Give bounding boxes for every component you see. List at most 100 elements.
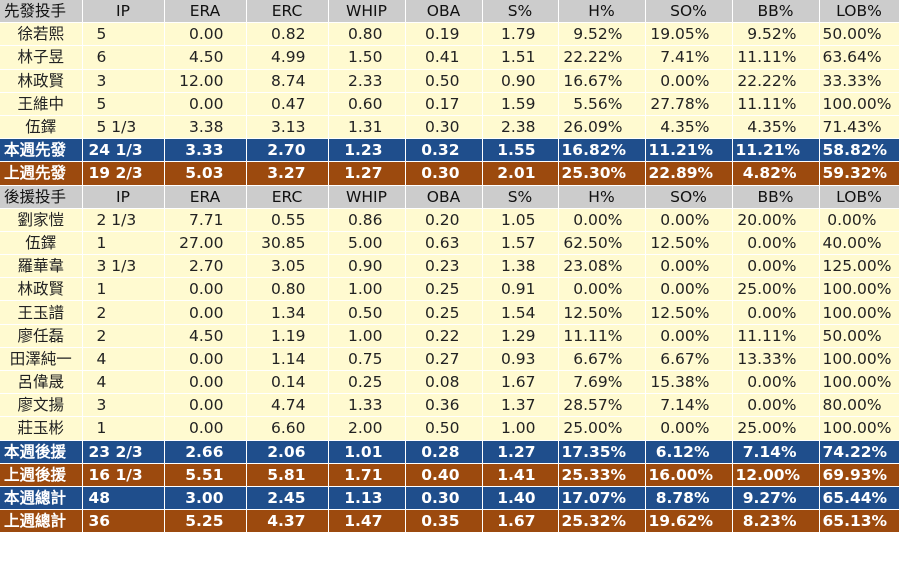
stat-so-pct: 0.00% xyxy=(645,254,733,279)
stat-erc: 3.27 xyxy=(246,161,329,186)
stat-era: 0.00 xyxy=(164,22,247,47)
stat-ip: 48 xyxy=(82,486,165,511)
stat-h-pct: 16.82% xyxy=(558,138,646,163)
table-row: 王維中 5 0.00 0.47 0.60 0.17 1.59 5.56% 27.78% 11.11… xyxy=(0,92,900,116)
section-header-row: 先發投手 IP ERA ERC WHIP OBA S% H% SO% BB% LOB% xyxy=(0,0,900,24)
stat-bb-pct: 0.00% xyxy=(732,393,820,418)
stat-era: 12.00 xyxy=(164,69,247,93)
stat-s-pct: 2.38 xyxy=(482,115,559,140)
stat-bb-pct: 0.00% xyxy=(732,370,820,395)
section-title: 先發投手 xyxy=(0,0,83,24)
stat-lob-pct: 71.43% xyxy=(819,115,900,140)
stat-erc: 1.19 xyxy=(246,324,329,348)
summary-label: 上週後援 xyxy=(0,463,83,487)
stat-erc: 0.47 xyxy=(246,92,329,116)
stat-erc: 4.37 xyxy=(246,509,329,534)
stat-oba: 0.28 xyxy=(405,440,483,464)
stat-whip: 1.00 xyxy=(328,324,406,348)
stat-h-pct: 16.67% xyxy=(558,69,646,93)
section-title: 後援投手 xyxy=(0,185,83,209)
stat-whip: 1.00 xyxy=(328,277,406,302)
stat-h-pct: 26.09% xyxy=(558,115,646,140)
player-name: 林子昱 xyxy=(0,45,83,70)
stat-s-pct: 1.67 xyxy=(482,370,559,395)
stat-lob-pct: 65.44% xyxy=(819,486,900,511)
summary-label: 本週後援 xyxy=(0,440,83,464)
stat-ip: 1 xyxy=(82,277,165,302)
stat-erc: 6.60 xyxy=(246,416,329,441)
stat-oba: 0.27 xyxy=(405,347,483,372)
section-header-row: 後援投手 IP ERA ERC WHIP OBA S% H% SO% BB% LOB% xyxy=(0,185,900,209)
stat-so-pct: 0.00% xyxy=(645,277,733,302)
summary-label: 本週總計 xyxy=(0,486,83,511)
stat-era: 3.38 xyxy=(164,115,247,140)
stat-ip: 2 1/3 xyxy=(82,208,165,232)
stat-bb-pct: 9.52% xyxy=(732,22,820,47)
column-header-s-pct: S% xyxy=(482,185,559,209)
stat-oba: 0.23 xyxy=(405,254,483,279)
stat-lob-pct: 59.32% xyxy=(819,161,900,186)
stat-era: 2.66 xyxy=(164,440,247,464)
stat-s-pct: 1.38 xyxy=(482,254,559,279)
stat-era: 0.00 xyxy=(164,393,247,418)
column-header-oba: OBA xyxy=(405,185,483,209)
stat-bb-pct: 4.82% xyxy=(732,161,820,186)
table-row: 呂偉晟 4 0.00 0.14 0.25 0.08 1.67 7.69% 15.38% 0.00%… xyxy=(0,370,900,395)
stat-ip: 2 xyxy=(82,324,165,348)
stat-whip: 1.13 xyxy=(328,486,406,511)
stat-bb-pct: 25.00% xyxy=(732,277,820,302)
table-row: 林政賢 3 12.00 8.74 2.33 0.50 0.90 16.67% 0.00% 22.2… xyxy=(0,69,900,93)
column-header-erc: ERC xyxy=(246,185,329,209)
stat-whip: 1.31 xyxy=(328,115,406,140)
stat-so-pct: 16.00% xyxy=(645,463,733,487)
stat-ip: 5 1/3 xyxy=(82,115,165,140)
summary-row: 上週總計 36 5.25 4.37 1.47 0.35 1.67 25.32% 19.62% 8.… xyxy=(0,509,900,534)
stat-oba: 0.25 xyxy=(405,300,483,325)
stat-whip: 1.71 xyxy=(328,463,406,487)
stat-erc: 1.34 xyxy=(246,300,329,325)
column-header-oba: OBA xyxy=(405,0,483,24)
table-row: 廖任磊 2 4.50 1.19 1.00 0.22 1.29 11.11% 0.00% 11.11… xyxy=(0,324,900,348)
table-row: 莊玉彬 1 0.00 6.60 2.00 0.50 1.00 25.00% 0.00% 25.00… xyxy=(0,416,900,441)
stat-s-pct: 1.41 xyxy=(482,463,559,487)
stat-bb-pct: 11.11% xyxy=(732,324,820,348)
stat-so-pct: 4.35% xyxy=(645,115,733,140)
stat-era: 3.33 xyxy=(164,138,247,163)
stat-so-pct: 19.62% xyxy=(645,509,733,534)
stat-s-pct: 1.67 xyxy=(482,509,559,534)
stat-so-pct: 27.78% xyxy=(645,92,733,116)
stat-oba: 0.17 xyxy=(405,92,483,116)
player-name: 廖任磊 xyxy=(0,324,83,348)
stat-lob-pct: 100.00% xyxy=(819,277,900,302)
player-name: 伍鐸 xyxy=(0,115,83,140)
player-name: 林政賢 xyxy=(0,69,83,93)
stat-ip: 6 xyxy=(82,45,165,70)
stat-s-pct: 0.90 xyxy=(482,69,559,93)
stat-lob-pct: 100.00% xyxy=(819,347,900,372)
stat-whip: 1.23 xyxy=(328,138,406,163)
stat-erc: 0.80 xyxy=(246,277,329,302)
stat-whip: 0.50 xyxy=(328,300,406,325)
stat-s-pct: 1.59 xyxy=(482,92,559,116)
stat-s-pct: 2.01 xyxy=(482,161,559,186)
stat-so-pct: 7.41% xyxy=(645,45,733,70)
stat-so-pct: 12.50% xyxy=(645,231,733,256)
stat-era: 5.51 xyxy=(164,463,247,487)
stat-whip: 0.75 xyxy=(328,347,406,372)
stat-oba: 0.30 xyxy=(405,486,483,511)
stat-s-pct: 1.55 xyxy=(482,138,559,163)
stat-h-pct: 17.35% xyxy=(558,440,646,464)
table-body: 先發投手 IP ERA ERC WHIP OBA S% H% SO% BB% LOB% 徐若熙 5 0.0… xyxy=(0,0,900,534)
stat-lob-pct: 100.00% xyxy=(819,300,900,325)
stat-bb-pct: 4.35% xyxy=(732,115,820,140)
stat-so-pct: 7.14% xyxy=(645,393,733,418)
stat-so-pct: 6.12% xyxy=(645,440,733,464)
stat-whip: 1.27 xyxy=(328,161,406,186)
stat-oba: 0.40 xyxy=(405,463,483,487)
column-header-era: ERA xyxy=(164,185,247,209)
column-header-so-pct: SO% xyxy=(645,185,733,209)
stat-bb-pct: 11.21% xyxy=(732,138,820,163)
stat-so-pct: 0.00% xyxy=(645,324,733,348)
stat-erc: 2.06 xyxy=(246,440,329,464)
table-row: 羅華韋 3 1/3 2.70 3.05 0.90 0.23 1.38 23.08% 0.00% 0… xyxy=(0,254,900,279)
